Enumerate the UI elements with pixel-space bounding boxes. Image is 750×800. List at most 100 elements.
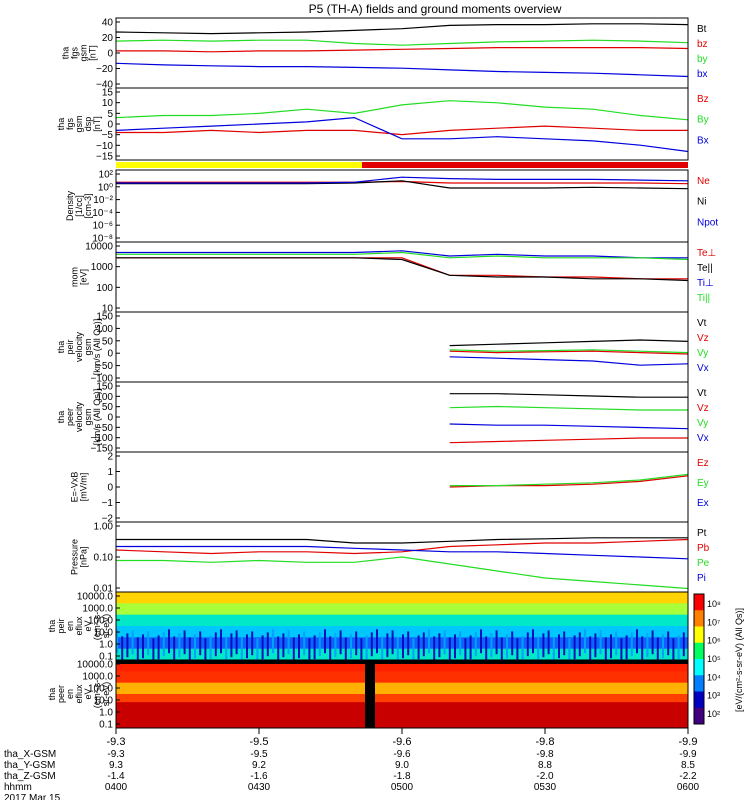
- colorbar-segment: [694, 626, 704, 644]
- series-line-Ni: [116, 180, 689, 190]
- colorbar-segment: [694, 659, 704, 676]
- y-tick-label: 1000.0: [82, 672, 113, 683]
- spectrogram-band: [116, 671, 688, 684]
- spectrogram-streak: [469, 635, 472, 660]
- series-line-bz: [116, 47, 689, 53]
- spectrogram-streak: [594, 633, 597, 658]
- y-tick-label: 10.0: [94, 628, 114, 639]
- spectrogram-streak: [443, 630, 446, 655]
- y-tick-label: −2: [102, 514, 114, 525]
- spectrogram-streak: [662, 634, 664, 659]
- spectrogram-streak: [381, 636, 384, 661]
- legend-bx: bx: [697, 69, 708, 80]
- spectrogram-streak: [188, 637, 191, 662]
- y-tick-label: −150: [90, 444, 113, 455]
- series-line-Ti⊥: [116, 250, 688, 259]
- y-axis-label: peer: [56, 685, 66, 703]
- y-axis-label: [cm-3]: [83, 193, 93, 218]
- spectrogram-streak: [329, 636, 332, 661]
- spectrogram-streak: [225, 636, 228, 661]
- y-tick-label: 10.0: [94, 696, 114, 707]
- spectrogram-streak: [303, 631, 306, 656]
- y-axis-label: [km/s (All Qs)]: [92, 319, 102, 376]
- bottom-row-value: -9.9: [679, 749, 697, 760]
- y-tick-label: 50: [102, 336, 114, 347]
- y-axis-label: en: [65, 621, 75, 631]
- y-tick-label: 1: [107, 467, 113, 478]
- spectrogram-streak: [433, 636, 436, 661]
- spectrogram-band: [116, 694, 688, 706]
- y-tick-label: 10⁻²: [93, 195, 113, 206]
- spectrogram-streak: [386, 633, 389, 658]
- legend-Pt: Pt: [697, 528, 707, 539]
- spectrogram-streak: [490, 633, 493, 658]
- y-axis-label: eflux: [74, 616, 84, 636]
- y-tick-label: 100.0: [88, 684, 113, 695]
- y-axis-label: gsm: [83, 338, 93, 355]
- colorbar-tick-label: 10⁶: [707, 636, 721, 646]
- y-tick-label: 0.01: [94, 584, 114, 595]
- y-tick-label: 10⁻⁸: [92, 234, 113, 245]
- spectrogram-streak: [459, 631, 462, 656]
- y-tick-label: 1000: [91, 262, 114, 273]
- bottom-row-value: 9.0: [395, 760, 409, 771]
- y-tick-label: 10000: [85, 242, 113, 253]
- legend-Te⊥: Te⊥: [697, 248, 716, 259]
- spectrogram-streak: [292, 637, 295, 662]
- legend-Ne: Ne: [697, 176, 710, 187]
- spectrogram-streak: [563, 631, 566, 656]
- y-axis-label: [eV]: [79, 269, 89, 285]
- bottom-row-value: 9.2: [252, 760, 266, 771]
- spectrogram-streak: [506, 634, 508, 659]
- spectrogram-streak: [407, 631, 410, 656]
- series-line-Pi: [116, 545, 689, 560]
- spectrogram-streak: [168, 629, 170, 654]
- spectrogram-band: [116, 660, 688, 672]
- spectrogram-streak: [495, 630, 498, 655]
- bottom-row-value: 8.5: [681, 760, 695, 771]
- spectrogram-streak: [246, 634, 248, 659]
- spectrogram-streak: [365, 635, 368, 660]
- y-axis-label: peir: [65, 339, 75, 354]
- bottom-row-value: 8.8: [538, 760, 552, 771]
- y-axis-label: velocity: [74, 331, 84, 362]
- y-axis-label: [1/cc]: [74, 195, 84, 217]
- spectrogram-streak: [344, 637, 347, 662]
- y-axis-label: mom: [70, 267, 80, 287]
- spectrogram-streak: [667, 631, 670, 656]
- bottom-row-value: -1.6: [250, 771, 268, 782]
- colorbar-frame: [693, 593, 705, 725]
- colorbar-tick-label: 10³: [707, 691, 720, 701]
- legend-Bt: Bt: [697, 24, 707, 35]
- y-tick-label: −100: [90, 433, 113, 444]
- spectrogram-streak: [422, 632, 425, 657]
- colorbar-segment: [694, 691, 704, 709]
- y-axis-label: gsm: [83, 408, 93, 425]
- y-axis-label: tha: [56, 411, 66, 424]
- colorbar-tick-label: 10⁴: [707, 672, 721, 682]
- legend-Vt: Vt: [697, 318, 707, 329]
- y-tick-label: 150: [96, 382, 113, 393]
- legend-by: by: [697, 54, 708, 65]
- y-tick-label: −5: [102, 130, 114, 141]
- spectrogram-streak: [532, 629, 534, 654]
- panel-frame: [115, 87, 689, 161]
- spectrogram-streak: [350, 634, 352, 659]
- spectrogram-streak: [402, 634, 404, 659]
- panel-3: Te⊥ Te|| Ti⊥ Ti|| 10000 1000 100 10 mom [eV]: [70, 241, 716, 315]
- y-axis-label: sr-eV): [101, 682, 111, 707]
- spectrogram-streak: [199, 631, 202, 656]
- bottom-row-value: -9.6: [393, 749, 411, 760]
- spectrogram-streak: [116, 629, 118, 654]
- series-line-Bz: [116, 125, 688, 136]
- y-tick-label: 0.1: [99, 652, 113, 663]
- y-axis-label: tha: [56, 118, 66, 131]
- y-tick-label: −50: [96, 423, 113, 434]
- spectrogram-streak: [516, 638, 519, 663]
- spectrogram-streak: [428, 629, 430, 654]
- y-tick-label: 10⁰: [98, 182, 113, 193]
- spectrogram-streak: [438, 633, 441, 658]
- bottom-row-value: 0400: [105, 782, 128, 793]
